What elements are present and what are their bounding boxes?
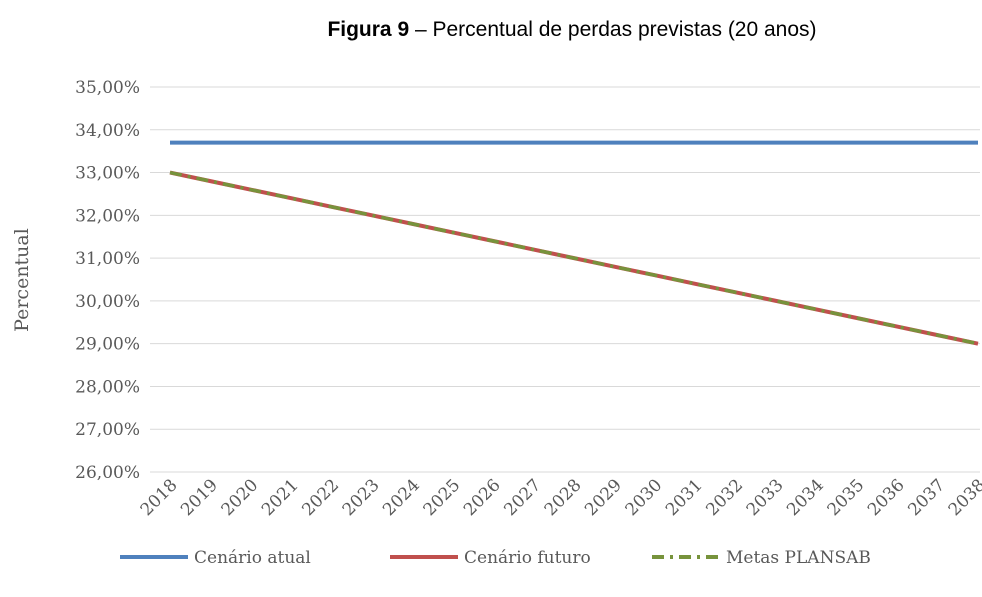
y-tick-label: 35,00% [75, 78, 140, 98]
x-tick-label: 2032 [702, 475, 747, 520]
y-tick-label: 33,00% [75, 164, 140, 184]
y-tick-label: 34,00% [75, 121, 140, 141]
x-tick-label: 2036 [864, 475, 909, 520]
y-axis-label: Percentual [11, 228, 33, 332]
x-tick-label: 2022 [298, 475, 343, 520]
title-bold: Figura 9 [327, 18, 409, 41]
x-tick-label: 2018 [137, 475, 182, 520]
x-tick-label: 2035 [824, 475, 869, 520]
legend-label: Metas PLANSAB [726, 548, 871, 568]
x-tick-label: 2034 [783, 475, 828, 520]
x-tick-label: 2028 [541, 475, 586, 520]
x-tick-label: 2030 [622, 475, 667, 520]
y-tick-label: 32,00% [75, 206, 140, 226]
x-tick-label: 2025 [420, 475, 465, 520]
y-tick-label: 29,00% [75, 335, 140, 355]
x-tick-label: 2037 [904, 475, 949, 520]
chart-title: Figura 9 – Percentual de perdas prevista… [327, 18, 816, 41]
legend-label: Cenário futuro [464, 548, 591, 568]
legend-label: Cenário atual [194, 548, 311, 568]
x-tick-label: 2031 [662, 475, 707, 520]
y-tick-label: 26,00% [75, 463, 140, 483]
title-rest: – Percentual de perdas previstas (20 ano… [415, 18, 817, 41]
x-tick-label: 2033 [743, 475, 788, 520]
x-tick-label: 2038 [945, 475, 982, 520]
y-tick-label: 27,00% [75, 420, 140, 440]
y-tick-label: 28,00% [75, 377, 140, 397]
y-tick-label: 31,00% [75, 249, 140, 269]
y-tick-label: 30,00% [75, 292, 140, 312]
x-tick-label: 2027 [500, 475, 545, 520]
x-tick-label: 2026 [460, 475, 505, 520]
x-tick-label: 2029 [581, 475, 626, 520]
series-line [169, 170, 979, 346]
x-tick-label: 2024 [379, 475, 424, 520]
x-tick-label: 2019 [177, 475, 222, 520]
x-tick-label: 2021 [258, 475, 303, 520]
x-tick-label: 2023 [339, 475, 384, 520]
x-tick-label: 2020 [218, 475, 263, 520]
